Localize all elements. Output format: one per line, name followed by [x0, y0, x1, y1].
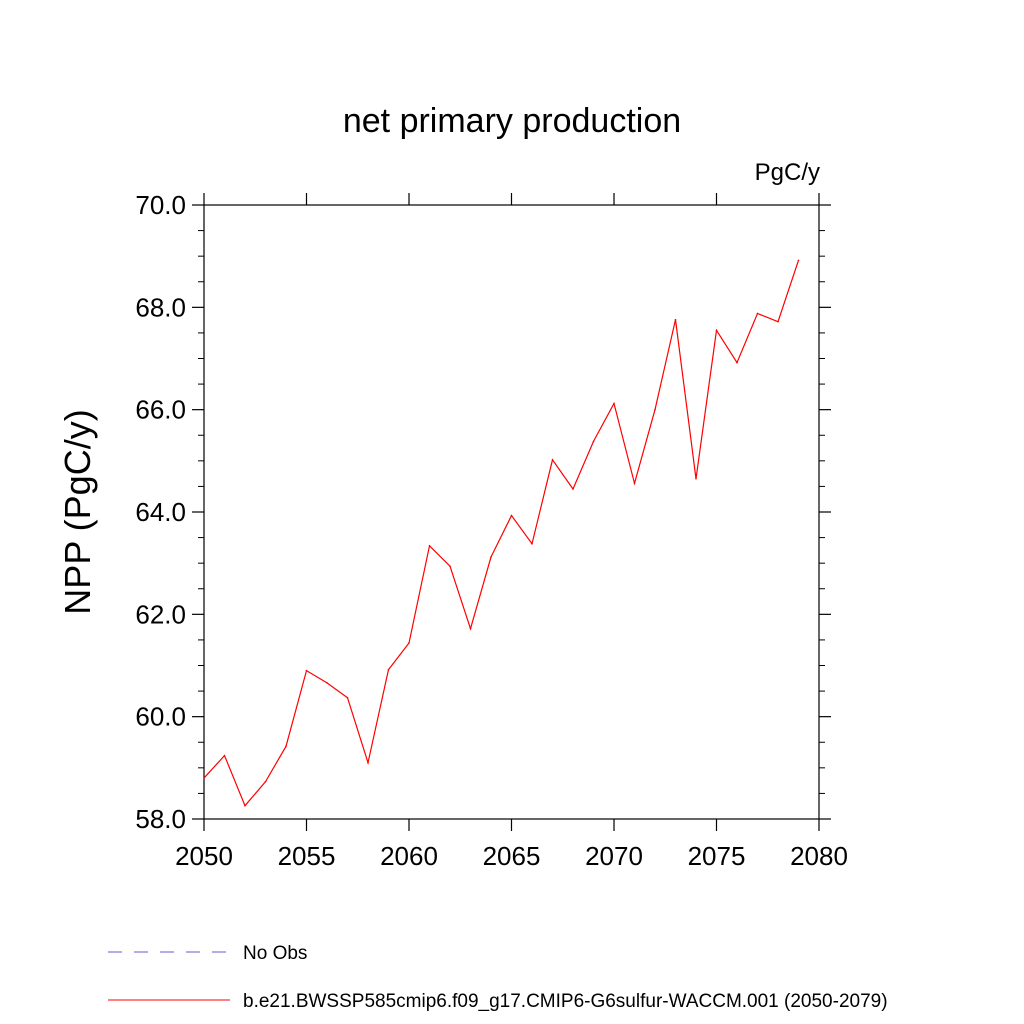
- data-point: [592, 440, 595, 443]
- x-tick-label: 2050: [175, 841, 233, 871]
- legend: No Obs b.e21.BWSSP585cmip6.f09_g17.CMIP6-…: [108, 943, 888, 1012]
- chart-title: net primary production: [343, 102, 681, 140]
- data-point: [449, 565, 451, 568]
- y-tick-label: 70.0: [135, 190, 186, 220]
- x-tick-label: 2070: [585, 841, 643, 871]
- data-point: [654, 408, 656, 411]
- data-point: [777, 320, 779, 323]
- data-point: [326, 682, 328, 684]
- data-point: [428, 544, 431, 547]
- data-point: [387, 668, 390, 671]
- data-point: [367, 761, 369, 764]
- data-point: [264, 780, 267, 783]
- y-tick-label: 68.0: [135, 292, 186, 322]
- data-point: [695, 477, 697, 480]
- legend-label-0: b.e21.BWSSP585cmip6.f09_g17.CMIP6-G6sulf…: [243, 991, 888, 1012]
- data-point: [756, 312, 759, 315]
- data-point: [633, 482, 636, 485]
- data-point: [551, 459, 554, 461]
- data-point: [613, 402, 615, 405]
- legend-label-1: No Obs: [243, 943, 307, 964]
- data-point: [223, 754, 226, 757]
- data-point: [715, 329, 718, 332]
- y-tick-label: 58.0: [135, 804, 186, 834]
- y-tick-label: 62.0: [135, 599, 186, 629]
- x-tick-label: 2060: [380, 841, 438, 871]
- x-tick-label: 2055: [278, 841, 336, 871]
- data-point: [510, 514, 513, 517]
- y-axis-label: NPP (PgC/y): [57, 409, 98, 614]
- x-tick-label: 2065: [483, 841, 541, 871]
- y-tick-label: 60.0: [135, 702, 186, 732]
- ticks-layer: 2050 2055 2060 2065 2070 2075 2080 58.0 60.0 62.0…: [135, 190, 848, 871]
- data-point: [285, 745, 287, 748]
- y-tick-label: 64.0: [135, 497, 186, 527]
- series-layer: [203, 259, 800, 807]
- data-point: [203, 777, 205, 779]
- data-point: [674, 318, 677, 321]
- data-point: [346, 696, 349, 699]
- y-tick-label: 66.0: [135, 395, 186, 425]
- data-point: [572, 488, 574, 490]
- x-tick-label: 2075: [688, 841, 746, 871]
- data-point: [531, 542, 533, 545]
- data-point: [797, 259, 800, 262]
- x-tick-label: 2080: [790, 841, 848, 871]
- data-point: [469, 627, 472, 630]
- data-point: [736, 361, 738, 364]
- units-label: PgC/y: [755, 159, 820, 186]
- data-point: [305, 669, 308, 672]
- plot-frame: [203, 204, 820, 820]
- data-point: [490, 556, 492, 558]
- data-point: [244, 804, 246, 807]
- data-point: [408, 642, 410, 644]
- series-line-0: [203, 260, 800, 807]
